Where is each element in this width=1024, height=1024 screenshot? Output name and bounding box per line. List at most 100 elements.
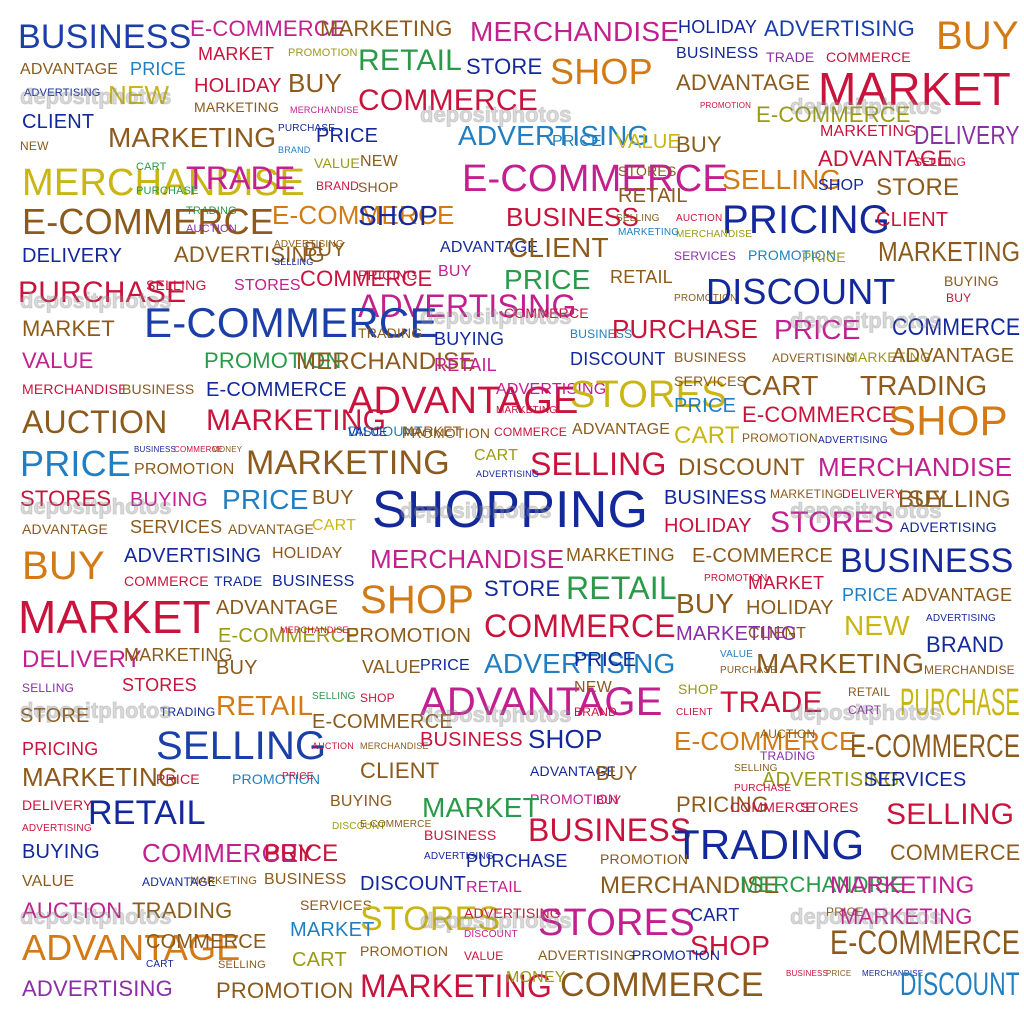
word-buying: BUYING xyxy=(944,273,999,289)
word-client: CLIENT xyxy=(876,209,949,231)
word-advertising: ADVERTISING xyxy=(124,545,262,567)
word-shop: SHOP xyxy=(550,51,653,92)
word-trading: TRADING xyxy=(132,898,233,923)
word-value: VALUE xyxy=(22,348,94,373)
word-marketing: MARKETING xyxy=(320,16,453,41)
word-business: BUSINESS xyxy=(420,729,523,751)
word-stores: STORES xyxy=(538,902,695,944)
word-trade: TRADE xyxy=(186,160,296,196)
word-value: VALUE xyxy=(362,657,421,677)
word-promotion: PROMOTION xyxy=(632,947,721,963)
word-e-commerce: E-COMMERCE xyxy=(272,200,455,230)
word-promotion: PROMOTION xyxy=(742,431,818,445)
word-value: VALUE xyxy=(720,649,754,660)
word-trading: TRADING xyxy=(760,749,816,763)
word-promotion: PROMOTION xyxy=(346,625,472,647)
word-promotion: PROMOTION xyxy=(674,293,738,304)
word-merchandise: MERCHANDISE xyxy=(22,381,128,397)
word-brand: BRAND xyxy=(278,145,311,155)
word-advantage: ADVANTAGE xyxy=(530,763,617,779)
word-merchandise: MERCHANDISE xyxy=(818,452,1013,482)
word-cart: CART xyxy=(292,949,347,971)
word-marketing: MARKETING xyxy=(206,404,387,437)
word-value: VALUE xyxy=(616,131,682,153)
word-advertising: ADVERTISING xyxy=(496,381,607,398)
word-purchase: PURCHASE xyxy=(734,783,792,794)
word-business: BUSINESS xyxy=(786,969,829,978)
word-shop: SHOP xyxy=(358,179,399,195)
word-cart: CART xyxy=(136,161,167,173)
word-e-commerce: E-COMMERCE xyxy=(206,379,347,401)
word-advertising: ADVERTISING xyxy=(476,469,540,479)
word-buy: BUY xyxy=(22,544,105,588)
word-market: MARKET xyxy=(748,573,825,593)
word-advertising: ADVERTISING xyxy=(764,16,915,41)
word-new: NEW xyxy=(20,139,49,153)
word-store: STORE xyxy=(466,54,543,79)
word-money: MONEY xyxy=(506,969,566,986)
word-marketing: MARKETING xyxy=(194,99,280,115)
word-shop: SHOP xyxy=(528,724,603,754)
word-buy: BUY xyxy=(676,132,722,157)
word-marketing: MARKETING xyxy=(190,875,258,887)
word-business: BUSINESS xyxy=(840,542,1014,580)
word-advertising: ADVERTISING xyxy=(538,947,635,963)
word-discount: DISCOUNT xyxy=(706,271,896,312)
word-cart: CART xyxy=(742,370,819,401)
word-auction: AUCTION xyxy=(760,727,816,741)
word-buying: BUYING xyxy=(130,489,208,511)
word-marketing: MARKETING xyxy=(246,444,450,482)
word-buy: BUY xyxy=(936,14,1019,58)
word-pricing: PRICING xyxy=(722,198,891,242)
word-market: MARKET xyxy=(422,792,540,823)
word-promotion: PROMOTION xyxy=(600,851,689,867)
word-merchandise: MERCHANDISE xyxy=(280,625,349,635)
word-marketing: MARKETING xyxy=(820,123,917,140)
word-cart: CART xyxy=(848,703,882,717)
word-advantage: ADVANTAGE xyxy=(818,146,953,171)
word-e-commerce: E-COMMERCE xyxy=(674,726,857,756)
word-advertising: ADVERTISING xyxy=(926,613,996,624)
word-stores: STORES xyxy=(20,486,112,511)
word-auction: AUCTION xyxy=(186,223,237,235)
word-marketing: MARKETING xyxy=(108,122,277,153)
word-e-commerce: E-COMMERCE xyxy=(742,402,897,427)
word-merchandise: MERCHANDISE xyxy=(470,16,680,47)
word-promotion: PROMOTION xyxy=(216,978,354,1003)
word-marketing: MARKETING xyxy=(830,872,975,899)
word-money: MONEY xyxy=(212,445,243,454)
word-brand: BRAND xyxy=(574,705,618,719)
word-purchase: PURCHASE xyxy=(720,665,778,676)
word-buy: BUY xyxy=(304,239,346,261)
word-marketing: MARKETING xyxy=(22,762,179,792)
word-purchase: PURCHASE xyxy=(900,682,1020,724)
word-cart: CART xyxy=(312,517,357,534)
word-shopping: SHOPPING xyxy=(372,481,649,539)
word-commerce: COMMERCE xyxy=(358,84,538,117)
word-delivery: DELIVERY xyxy=(22,797,93,813)
word-price: PRICE xyxy=(264,840,339,867)
word-retail: RETAIL xyxy=(610,267,673,287)
word-advertising: ADVERTISING xyxy=(772,351,856,365)
word-price: PRICE xyxy=(674,395,737,417)
word-cart: CART xyxy=(146,959,174,970)
word-buy: BUY xyxy=(898,486,948,513)
word-promotion: PROMOTION xyxy=(204,348,342,373)
word-selling: SELLING xyxy=(22,681,75,695)
word-pricing: PRICING xyxy=(358,267,418,283)
word-trading: TRADING xyxy=(160,705,216,719)
word-market: MARKET xyxy=(22,316,115,341)
word-stores: STORES xyxy=(122,675,197,695)
word-store: STORE xyxy=(876,174,960,201)
word-advertising: ADVERTISING xyxy=(274,239,344,250)
word-discount: DISCOUNT xyxy=(464,929,518,940)
word-buying: BUYING xyxy=(330,793,393,810)
word-services: SERVICES xyxy=(674,373,747,389)
word-marketing: MARKETING xyxy=(676,623,797,645)
word-trade: TRADE xyxy=(766,49,815,65)
word-business: BUSINESS xyxy=(676,45,759,62)
word-pricing: PRICING xyxy=(676,792,770,817)
word-holiday: HOLIDAY xyxy=(746,597,834,619)
word-delivery: DELIVERY xyxy=(914,120,1020,150)
word-price: PRICE xyxy=(20,443,132,484)
